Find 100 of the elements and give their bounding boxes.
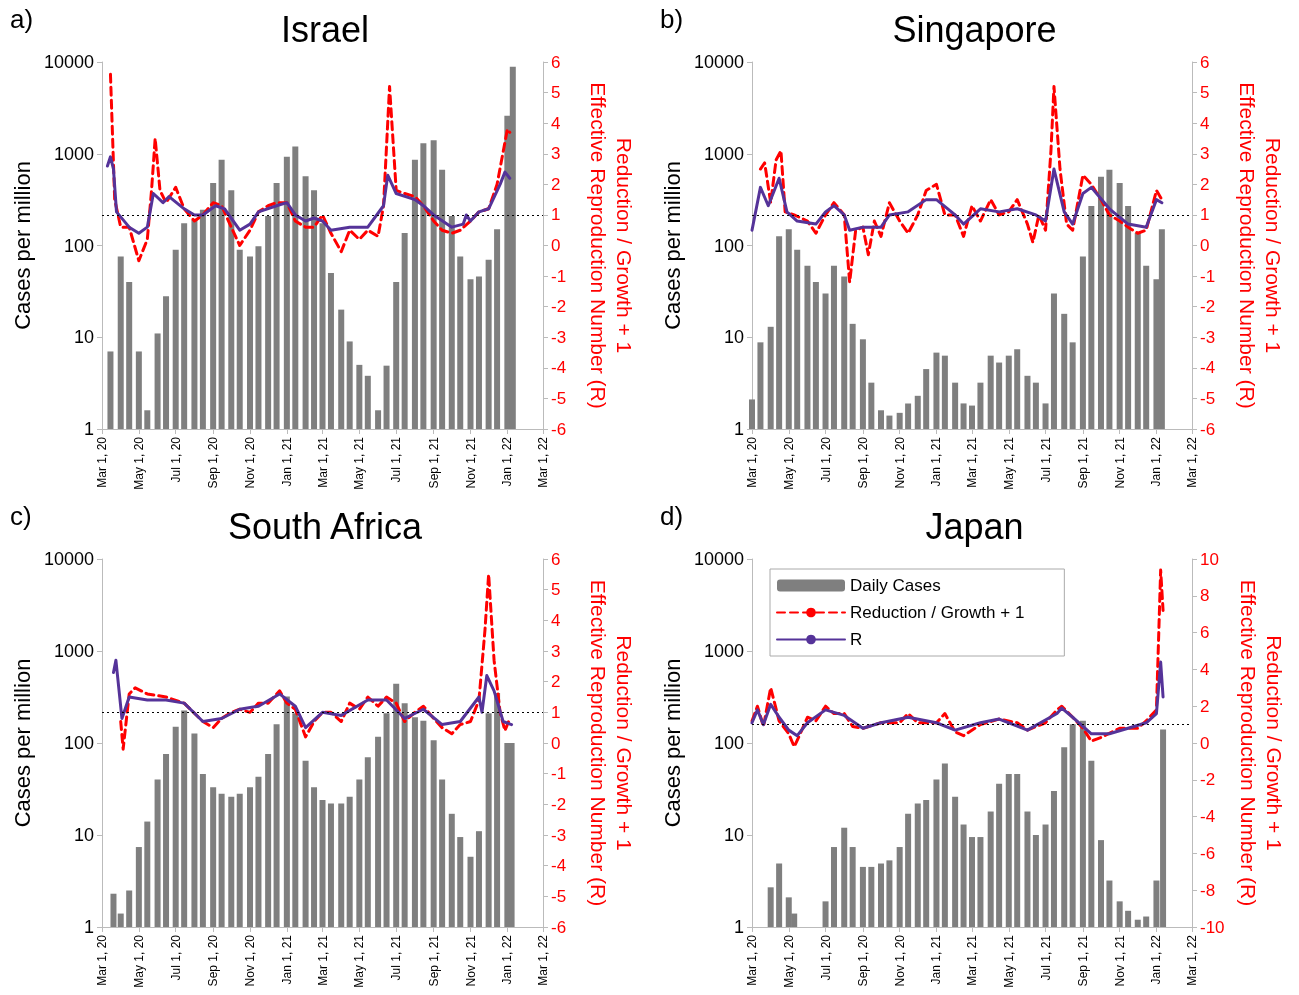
line-series: [750, 568, 1165, 749]
chart-title: Israel: [280, 8, 370, 50]
y2-tick-label: 0: [551, 733, 561, 753]
y2-axis-title: Reduction / Growth + 1 Effective Reproduction Number (R): [1236, 579, 1286, 907]
x-tick-label: May 1, 20: [781, 436, 796, 490]
x-tick-label: Mar 1, 20: [745, 934, 759, 986]
line-series: [750, 660, 1165, 738]
x-tick-label: Nov 1, 20: [243, 436, 258, 489]
x-tick-label: Sep 1, 21: [1075, 436, 1090, 489]
x-tick-label: Jan 1, 21: [279, 934, 294, 985]
y2-tick-label: 3: [551, 641, 561, 661]
x-tick-label: Jan 1, 21: [929, 934, 944, 985]
x-tick-label: Jul 1, 20: [168, 436, 183, 483]
y2-tick-label: 3: [1200, 144, 1210, 164]
y2-tick-label: -4: [1200, 807, 1216, 827]
x-tick-label: Jan 1, 22: [1149, 436, 1164, 487]
x-tick-label: May 1, 21: [352, 436, 367, 490]
x-tick-label: Mar 1, 22: [536, 934, 550, 986]
x-tick-label: May 1, 21: [1001, 436, 1016, 490]
y2-tick-label: -4: [551, 358, 567, 378]
y2-tick-label: -3: [551, 327, 567, 347]
y-tick-label: 100: [63, 235, 94, 256]
text: c): [10, 501, 32, 531]
text: a): [10, 4, 34, 34]
y2-tick-label: 4: [551, 610, 561, 630]
chart-title: South Africa: [227, 505, 424, 547]
x-tick-label: Jul 1, 21: [1038, 934, 1053, 981]
y2-tick-label: -6: [551, 917, 567, 937]
y-tick-label: 1: [733, 917, 744, 937]
y2-axis-title: Reduction / Growth + 1 Effective Reproduction Number (R): [1235, 82, 1285, 409]
y-axis-title: Cases per million: [659, 658, 685, 828]
x-tick-label: Sep 1, 21: [426, 934, 441, 987]
y2-tick-label: 3: [551, 144, 561, 164]
x-tick-label: Nov 1, 21: [463, 934, 478, 987]
y-tick-label: 1: [83, 419, 94, 439]
y2-tick-label: 2: [551, 174, 561, 194]
line-series: [111, 658, 514, 730]
y-tick-label: 1000: [703, 641, 744, 661]
x-tick-label: Nov 1, 20: [892, 436, 907, 489]
y2-tick-label: 2: [1200, 696, 1210, 716]
y2-tick-label: -6: [551, 419, 567, 439]
y2-tick-label: 1: [551, 702, 561, 722]
x-tick-label: Sep 1, 20: [206, 436, 221, 489]
y2-tick-label: 5: [551, 580, 561, 600]
y2-tick-label: 1: [1200, 205, 1210, 225]
y2-tick-label: -4: [551, 856, 567, 876]
y2-axis-title: Reduction / Growth + 1 Effective Reproduction Number (R): [586, 579, 636, 907]
y2-tick-label: 5: [1200, 83, 1210, 103]
y2-tick-label: 0: [1200, 236, 1210, 255]
x-tick-label: Mar 1, 22: [536, 436, 550, 488]
y-tick-label: 10000: [693, 52, 744, 72]
x-tick-label: May 1, 21: [352, 934, 367, 988]
y2-tick-label: 6: [1200, 623, 1210, 643]
y2-tick-label: 4: [1200, 659, 1210, 679]
y2-tick-label: 4: [1200, 113, 1210, 133]
x-tick-label: Nov 1, 21: [463, 436, 478, 489]
y-tick-label: 10: [723, 327, 744, 348]
x-tick-label: Jan 1, 21: [279, 436, 294, 487]
y2-tick-label: 4: [551, 113, 561, 133]
legend-label: R: [850, 630, 863, 649]
x-tick-label: Mar 1, 22: [1185, 436, 1199, 488]
x-tick-label: Mar 1, 21: [315, 934, 330, 986]
x-tick-label: Mar 1, 22: [1185, 934, 1199, 986]
line-series: [119, 572, 512, 751]
y2-tick-label: -6: [1200, 419, 1216, 439]
y2-tick-label: 10: [1200, 549, 1219, 569]
x-tick-label: Sep 1, 20: [855, 436, 870, 489]
y2-tick-label: 5: [551, 83, 561, 103]
y2-tick-label: 0: [1200, 733, 1210, 753]
y2-tick-label: -1: [551, 764, 567, 784]
y-axis-title: Cases per million: [9, 161, 35, 330]
x-tick-label: Mar 1, 21: [315, 436, 330, 488]
x-tick-label: Nov 1, 20: [243, 934, 258, 987]
x-tick-label: May 1, 20: [781, 934, 796, 988]
x-tick-label: Nov 1, 21: [1112, 934, 1127, 987]
y-axis-title: Cases per million: [659, 161, 685, 330]
text: d): [660, 501, 684, 531]
y2-tick-label: -2: [1200, 770, 1216, 790]
y-tick-label: 1000: [53, 641, 94, 661]
y2-tick-label: 2: [1200, 174, 1210, 194]
x-tick-label: Sep 1, 21: [1075, 934, 1090, 987]
line-series: [750, 167, 1164, 232]
x-tick-label: Jul 1, 20: [818, 436, 833, 483]
y-tick-label: 100: [713, 733, 744, 753]
y2-tick-label: -2: [551, 297, 567, 317]
chart-title: Singapore: [892, 8, 1057, 50]
y2-tick-label: 0: [551, 236, 561, 255]
y2-tick-label: -3: [1200, 327, 1216, 347]
y2-tick-label: 8: [1200, 586, 1210, 606]
y2-tick-label: -5: [551, 388, 567, 408]
y-tick-label: 1000: [703, 143, 744, 164]
x-tick-label: Mar 1, 21: [965, 436, 979, 488]
y2-tick-label: -2: [1200, 297, 1216, 317]
x-tick-label: Sep 1, 20: [206, 934, 221, 987]
chart-title: Japan: [925, 505, 1024, 547]
y2-tick-label: 1: [551, 205, 561, 225]
x-tick-label: Sep 1, 21: [426, 436, 441, 489]
y-tick-label: 10000: [693, 549, 744, 569]
y-tick-label: 10000: [43, 549, 94, 569]
x-tick-label: Jul 1, 21: [389, 934, 404, 981]
